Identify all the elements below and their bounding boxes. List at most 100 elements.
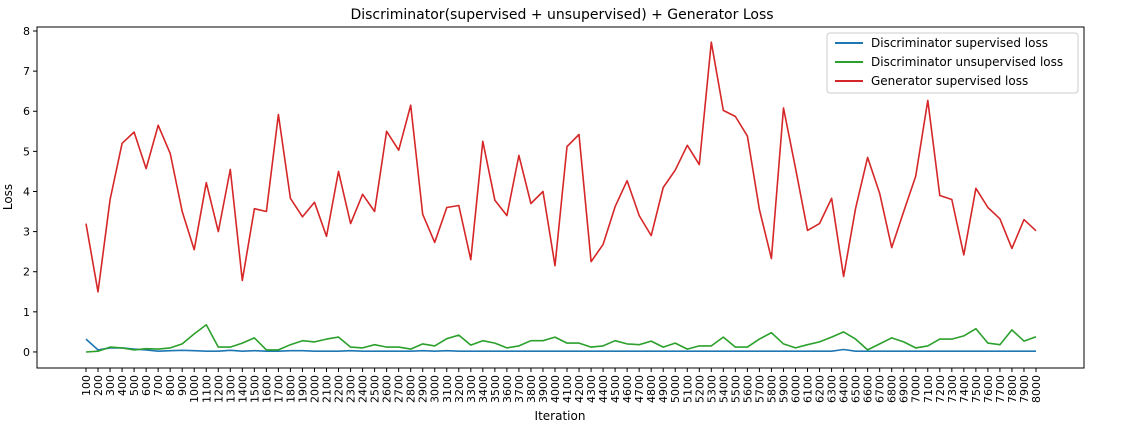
x-tick-label: 900 — [176, 375, 189, 396]
chart-title: Discriminator(supervised + unsupervised)… — [350, 7, 773, 23]
x-tick-label: 700 — [152, 375, 165, 396]
x-tick-label: 3100 — [441, 375, 454, 403]
y-tick-label: 5 — [23, 145, 30, 158]
x-tick-label: 7600 — [982, 375, 995, 403]
x-tick-label: 1000 — [188, 375, 201, 403]
x-axis: 100 200 300 400 500 600 700 800 900 1000 1100 1200 1… — [80, 368, 1043, 403]
x-tick-label: 3200 — [453, 375, 466, 403]
x-tick-label: 3700 — [513, 375, 526, 403]
x-tick-label: 2100 — [321, 375, 334, 403]
y-axis: 0 1 2 3 4 5 6 7 8 — [23, 25, 37, 359]
x-tick-label: 3600 — [501, 375, 514, 403]
x-tick-label: 5900 — [777, 375, 790, 403]
x-tick-label: 5100 — [681, 375, 694, 403]
y-tick-label: 6 — [23, 105, 30, 118]
x-tick-label: 1400 — [236, 375, 249, 403]
y-tick-label: 7 — [23, 65, 30, 78]
x-tick-label: 2700 — [393, 375, 406, 403]
legend-label: Discriminator unsupervised loss — [871, 55, 1063, 69]
x-tick-label: 4900 — [657, 375, 670, 403]
series-lines — [85, 41, 1037, 353]
legend-label: Generator supervised loss — [871, 74, 1028, 88]
x-tick-label: 7200 — [934, 375, 947, 403]
plot-frame — [36, 26, 1085, 369]
legend-box — [826, 32, 1079, 94]
x-tick-label: 5500 — [729, 375, 742, 403]
x-tick-label: 5400 — [717, 375, 730, 403]
x-tick-label: 4500 — [609, 375, 622, 403]
x-tick-label: 200 — [92, 375, 105, 396]
x-tick-label: 3900 — [537, 375, 550, 403]
y-tick-label: 0 — [23, 346, 30, 359]
x-tick-label: 7300 — [946, 375, 959, 403]
x-tick-label: 2800 — [405, 375, 418, 403]
series-line-1 — [85, 338, 1036, 353]
x-tick-label: 6800 — [886, 375, 899, 403]
x-tick-label: 400 — [116, 375, 129, 396]
x-tick-label: 1900 — [296, 375, 309, 403]
y-tick-label: 1 — [23, 306, 30, 319]
x-tick-label: 4600 — [621, 375, 634, 403]
y-tick-label: 8 — [23, 25, 30, 38]
x-tick-label: 4700 — [633, 375, 646, 403]
x-tick-label: 7800 — [1006, 375, 1019, 403]
x-tick-label: 4800 — [645, 375, 658, 403]
legend-label: Discriminator supervised loss — [871, 36, 1048, 50]
x-tick-label: 6100 — [802, 375, 815, 403]
x-tick-label: 6700 — [874, 375, 887, 403]
x-tick-label: 2200 — [333, 375, 346, 403]
x-tick-label: 6500 — [850, 375, 863, 403]
x-tick-label: 600 — [140, 375, 153, 396]
x-tick-label: 6600 — [862, 375, 875, 403]
x-tick-label: 4300 — [585, 375, 598, 403]
x-tick-label: 4100 — [561, 375, 574, 403]
x-tick-label: 8000 — [1030, 375, 1043, 403]
x-axis-label: Iteration — [535, 409, 586, 423]
x-tick-label: 5800 — [765, 375, 778, 403]
x-tick-label: 100 — [80, 375, 93, 396]
x-tick-label: 1500 — [248, 375, 261, 403]
x-tick-label: 3000 — [429, 375, 442, 403]
legend: Discriminator supervised loss Discriminat… — [826, 32, 1079, 94]
x-tick-label: 2400 — [357, 375, 370, 403]
y-tick-label: 2 — [23, 266, 30, 279]
x-tick-label: 2000 — [308, 375, 321, 403]
x-tick-label: 1800 — [284, 375, 297, 403]
x-tick-label: 7100 — [922, 375, 935, 403]
x-tick-label: 6300 — [826, 375, 839, 403]
series-line-3 — [85, 41, 1037, 293]
x-tick-label: 2600 — [381, 375, 394, 403]
x-tick-label: 3400 — [477, 375, 490, 403]
x-tick-label: 1700 — [272, 375, 285, 403]
x-tick-label: 6400 — [838, 375, 851, 403]
x-tick-label: 6000 — [789, 375, 802, 403]
x-tick-label: 500 — [128, 375, 141, 396]
y-axis-label: Loss — [1, 184, 15, 210]
x-tick-label: 3500 — [489, 375, 502, 403]
series-line-2 — [85, 323, 1037, 353]
x-tick-label: 1200 — [212, 375, 225, 403]
x-tick-label: 4000 — [549, 375, 562, 403]
x-tick-label: 3300 — [465, 375, 478, 403]
x-tick-label: 1600 — [260, 375, 273, 403]
x-tick-label: 1300 — [224, 375, 237, 403]
x-tick-label: 2900 — [417, 375, 430, 403]
x-tick-label: 6200 — [814, 375, 827, 403]
y-tick-label: 3 — [23, 226, 30, 239]
x-tick-label: 7900 — [1018, 375, 1031, 403]
x-tick-label: 3800 — [525, 375, 538, 403]
x-tick-label: 5200 — [693, 375, 706, 403]
x-tick-label: 5300 — [705, 375, 718, 403]
x-tick-label: 7400 — [958, 375, 971, 403]
x-tick-label: 7000 — [910, 375, 923, 403]
y-tick-label: 4 — [23, 185, 30, 198]
x-tick-label: 5000 — [669, 375, 682, 403]
x-tick-label: 2300 — [345, 375, 358, 403]
x-tick-label: 800 — [164, 375, 177, 396]
x-tick-label: 7500 — [970, 375, 983, 403]
x-tick-label: 4200 — [573, 375, 586, 403]
x-tick-label: 5600 — [741, 375, 754, 403]
x-tick-label: 2500 — [369, 375, 382, 403]
x-tick-label: 1100 — [200, 375, 213, 403]
